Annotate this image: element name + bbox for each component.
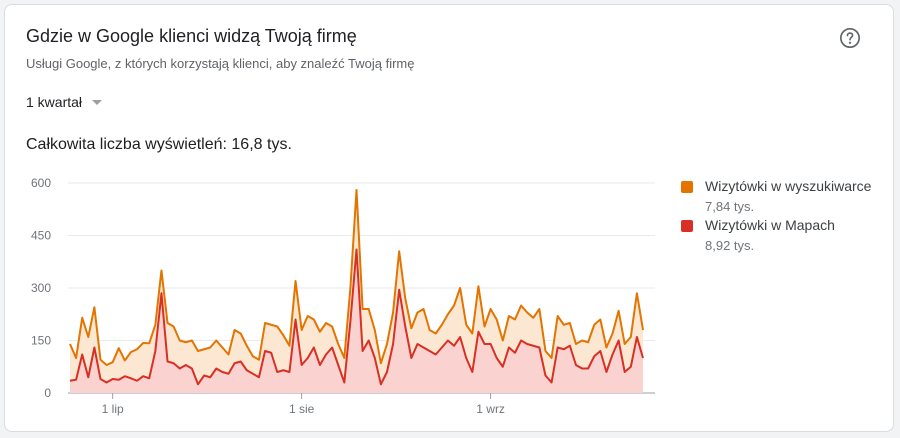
period-label: 1 kwartał bbox=[26, 94, 83, 110]
search-series-line bbox=[69, 189, 644, 366]
maps-series-line bbox=[69, 248, 644, 386]
help-circle-icon[interactable] bbox=[839, 27, 861, 49]
y-tick-label: 450 bbox=[31, 229, 51, 243]
total-views-label: Całkowita liczba wyświetleń: 16,8 tys. bbox=[26, 136, 292, 153]
y-tick-label: 600 bbox=[31, 176, 51, 190]
legend-name-search: Wizytówki w wyszukiwarce bbox=[705, 178, 872, 194]
legend-swatch-search bbox=[681, 181, 693, 193]
y-tick-label: 0 bbox=[44, 386, 51, 400]
legend-item-search[interactable]: Wizytówki w wyszukiwarce 7,84 tys. bbox=[681, 178, 881, 215]
search-area-fill bbox=[70, 190, 643, 385]
y-tick-label: 300 bbox=[31, 281, 51, 295]
x-tick-label: 1 lip bbox=[102, 402, 124, 416]
caret-down-icon bbox=[92, 100, 103, 105]
card-title: Gdzie w Google klienci widzą Twoją firmę bbox=[26, 26, 357, 46]
maps-area-fill bbox=[70, 249, 643, 393]
legend-swatch-maps bbox=[681, 220, 693, 232]
chart-legend: Wizytówki w wyszukiwarce 7,84 tys. Wizyt… bbox=[681, 178, 881, 256]
period-dropdown[interactable]: 1 kwartał bbox=[26, 94, 103, 110]
legend-item-maps[interactable]: Wizytówki w Mapach 8,92 tys. bbox=[681, 217, 881, 254]
x-tick-label: 1 sie bbox=[289, 402, 315, 416]
legend-value-maps: 8,92 tys. bbox=[705, 238, 755, 253]
x-tick-label: 1 wrz bbox=[476, 402, 505, 416]
legend-value-search: 7,84 tys. bbox=[705, 199, 755, 214]
legend-name-maps: Wizytówki w Mapach bbox=[705, 217, 835, 233]
y-tick-label: 150 bbox=[31, 334, 51, 348]
card-subtitle: Usługi Google, z których korzystają klie… bbox=[26, 56, 415, 71]
